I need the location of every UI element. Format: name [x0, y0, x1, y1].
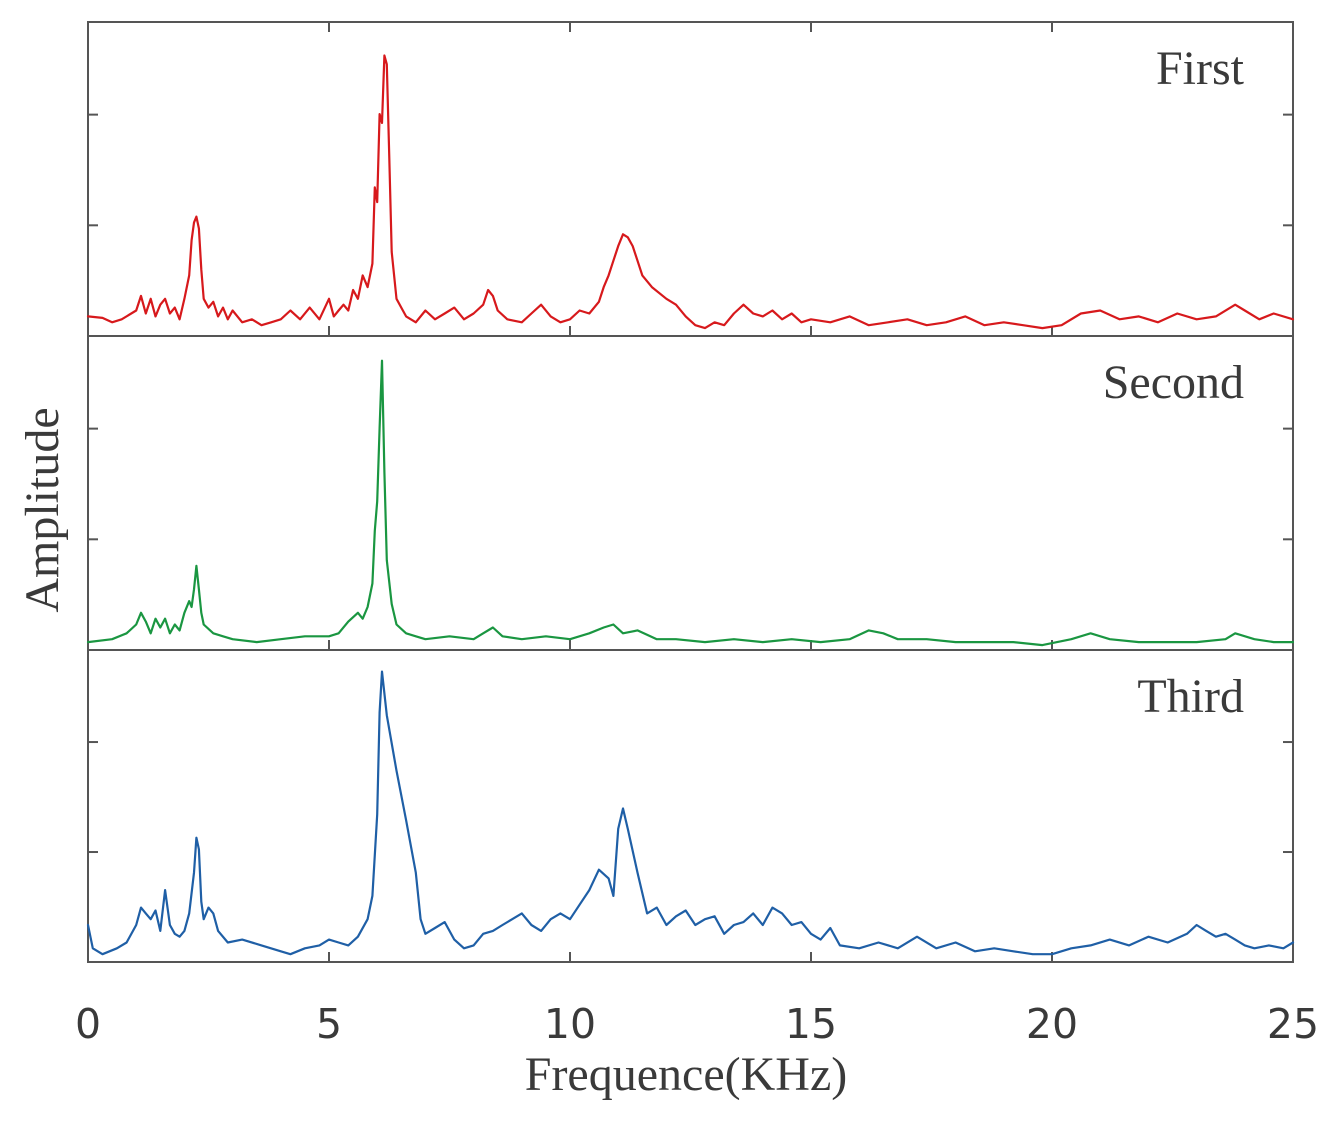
y-axis-label: Amplitude: [16, 407, 69, 612]
x-tick-label: 10: [544, 1000, 596, 1048]
series-line-third: [86, 670, 1295, 956]
plot-frame: [87, 21, 1294, 963]
panel-frames: [87, 21, 1294, 963]
x-tick-label: 20: [1026, 1000, 1078, 1048]
x-tick-label: 5: [316, 1000, 342, 1048]
series-line-second: [86, 359, 1295, 647]
series-lines: [86, 54, 1295, 956]
panel-label-first: First: [1156, 42, 1245, 95]
panel-label-second: Second: [1103, 356, 1244, 409]
x-axis-label: Frequence(KHz): [525, 1048, 848, 1101]
series-line-first: [86, 54, 1295, 330]
x-tick-label: 0: [75, 1000, 101, 1048]
axis-ticks: [87, 22, 1294, 962]
panel-labels: First Second Third: [1103, 42, 1245, 723]
x-tick-label: 25: [1267, 1000, 1319, 1048]
x-tick-label: 15: [785, 1000, 837, 1048]
x-tick-labels: 0 5 10 15 20 25: [75, 1000, 1319, 1048]
panel-label-third: Third: [1137, 670, 1244, 723]
